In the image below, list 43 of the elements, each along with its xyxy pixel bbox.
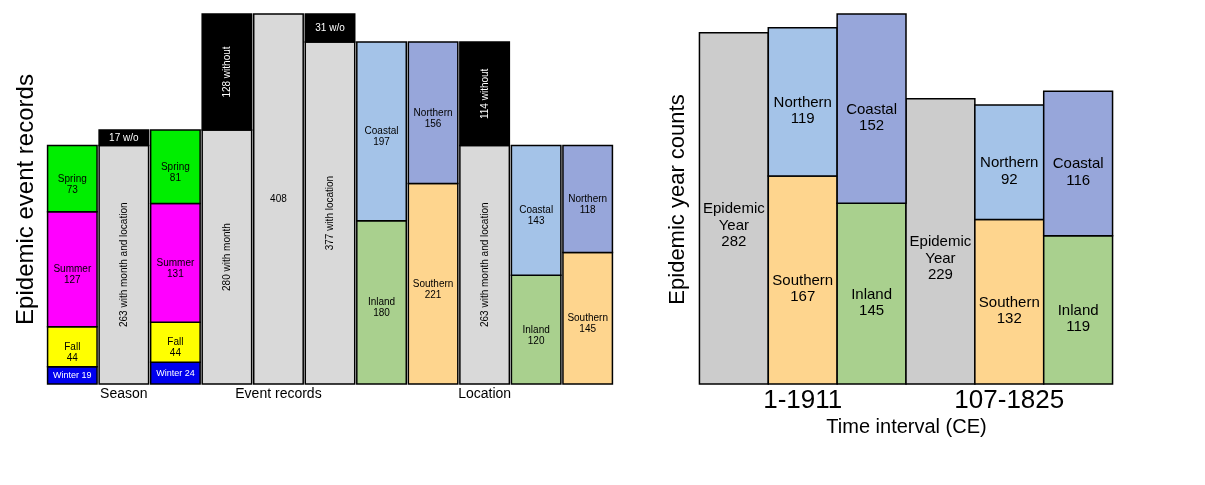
data-label: 31 w/o [315, 22, 346, 34]
data-label: 280 with month [220, 223, 232, 291]
data-label: Inland 180 [367, 296, 396, 319]
data-label: Northern 118 [568, 193, 608, 215]
data-label: Spring 81 [160, 160, 190, 183]
y-axis-title: Epidemic year counts [663, 94, 689, 305]
data-label: Coastal 116 [1052, 154, 1104, 188]
data-label: 263 with month and location [117, 202, 129, 328]
data-label: Southern 145 [567, 312, 608, 335]
data-label: Epidemic Year 282 [703, 199, 766, 250]
data-label: Epidemic Year 229 [909, 232, 972, 283]
data-label: Southern 221 [412, 277, 454, 300]
data-label: Inland 145 [851, 284, 893, 319]
data-label: Fall 44 [64, 340, 81, 363]
data-label: Summer 131 [156, 256, 195, 279]
x-axis-title: Time interval (CE) [826, 414, 987, 437]
data-label: Winter 19 [53, 370, 92, 381]
x-tick-label: Event records [235, 384, 322, 401]
data-label: Winter 24 [156, 368, 195, 379]
data-label: 128 without [220, 46, 232, 98]
data-label: Coastal 152 [846, 99, 897, 134]
data-label: Inland 120 [522, 323, 550, 346]
data-label: 114 without [478, 68, 490, 120]
x-tick-label: Location [458, 384, 512, 401]
x-tick-label: 107-1825 [954, 383, 1065, 414]
data-label: Coastal 197 [364, 125, 399, 148]
data-label: Southern 167 [772, 270, 834, 305]
data-label: 408 [270, 193, 288, 204]
data-label: Coastal 143 [519, 204, 554, 227]
data-label: 17 w/o [109, 131, 140, 143]
x-tick-label: Season [100, 384, 148, 401]
x-tick-label: 1-1911 [763, 383, 843, 414]
data-label: 263 with month and location [478, 202, 490, 328]
data-label: Northern 92 [980, 153, 1039, 187]
data-label: Southern 132 [978, 292, 1040, 327]
data-label: Northern 156 [413, 106, 453, 129]
data-label: Spring 73 [57, 172, 87, 195]
y-axis-title: Epidemic event records [10, 74, 38, 325]
data-label: Summer 127 [53, 263, 92, 286]
data-label: Northern 119 [773, 92, 832, 127]
data-label: Inland 119 [1057, 300, 1099, 335]
data-label: Fall 44 [167, 336, 184, 359]
data-label: 377 with location [324, 175, 335, 251]
